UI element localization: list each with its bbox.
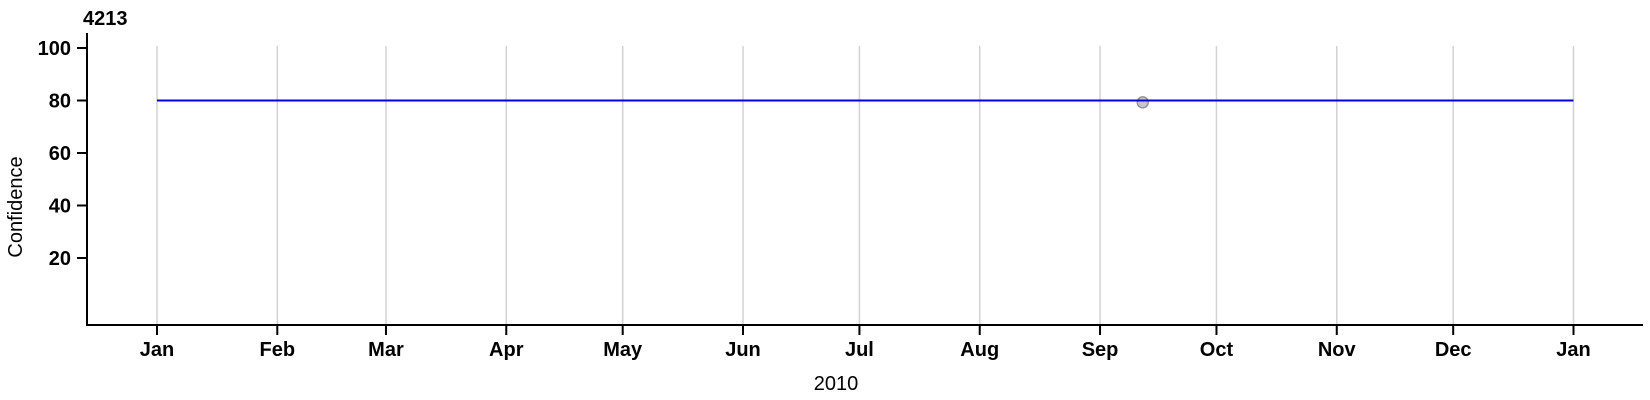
- x-tick-label: Oct: [1200, 339, 1234, 361]
- x-tick-label: Aug: [960, 339, 999, 361]
- gridlines: [156, 46, 1575, 324]
- x-tick-label: Feb: [260, 339, 296, 361]
- x-tick-label: Nov: [1318, 339, 1357, 361]
- x-tick-label: Jan: [1556, 339, 1590, 361]
- x-tick-label: Jan: [140, 339, 174, 361]
- y-tick-label: 40: [49, 196, 71, 218]
- x-tick-label: Dec: [1435, 339, 1472, 361]
- x-tick-label: Sep: [1082, 339, 1119, 361]
- x-tick-label: Jul: [845, 339, 874, 361]
- data-point: [1136, 96, 1149, 109]
- chart-title: 4213: [83, 8, 128, 30]
- x-axis-label: 2010: [814, 373, 859, 395]
- y-tick-label: 60: [49, 143, 71, 165]
- y-tick-label: 20: [49, 248, 71, 270]
- y-tick-label: 100: [38, 38, 71, 60]
- x-tick-label: Jun: [725, 339, 761, 361]
- axes: 20 40 60 80 100 Jan Feb Mar Apr May Jun Jul Aug Sep Oc…: [38, 33, 1643, 361]
- y-axis-label: Confidence: [5, 156, 27, 257]
- y-tick-label: 80: [49, 91, 71, 113]
- x-tick-label: May: [603, 339, 643, 361]
- x-tick-label: Apr: [489, 339, 524, 361]
- data-points: [1136, 96, 1149, 109]
- x-tick-label: Mar: [368, 339, 404, 361]
